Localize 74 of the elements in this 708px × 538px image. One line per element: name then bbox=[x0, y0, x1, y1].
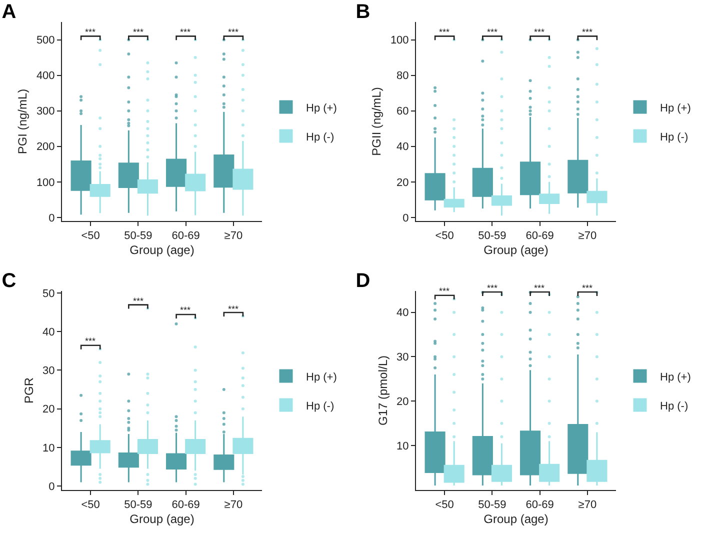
y-tick-label: 0 bbox=[402, 212, 409, 224]
legend-label: Hp (-) bbox=[660, 400, 688, 412]
y-tick-label: 20 bbox=[396, 176, 409, 189]
y-tick-label: 50 bbox=[42, 288, 55, 300]
annotation: *** bbox=[439, 27, 450, 37]
annotation: *** bbox=[180, 305, 192, 315]
x-tick-label: 50-59 bbox=[124, 230, 152, 242]
annotation: *** bbox=[582, 27, 594, 37]
annotation: *** bbox=[133, 27, 144, 37]
x-tick-label: 60-69 bbox=[172, 230, 200, 242]
y-tick-label: 40 bbox=[396, 307, 409, 320]
x-tick-label: 50-59 bbox=[478, 230, 506, 242]
chart-title: B bbox=[356, 1, 370, 24]
annotation: *** bbox=[439, 286, 450, 296]
legend-label: Hp (+) bbox=[660, 371, 691, 384]
x-tick-label: 50-59 bbox=[478, 499, 506, 512]
annotation: *** bbox=[228, 304, 240, 314]
y-tick-label: 80 bbox=[396, 70, 409, 82]
x-tick-label: 60-69 bbox=[172, 499, 200, 512]
x-tick-label: ≥70 bbox=[578, 499, 597, 512]
y-tick-label: 10 bbox=[42, 442, 55, 454]
legend-label: Hp (+) bbox=[660, 102, 691, 114]
x-tick-label: <50 bbox=[435, 499, 454, 512]
annotation: *** bbox=[85, 27, 96, 37]
y-tick-label: 20 bbox=[396, 396, 409, 408]
y-axis-title: PGII (ng/mL) bbox=[370, 87, 384, 156]
y-tick-label: 10 bbox=[396, 440, 409, 452]
y-tick-label: 500 bbox=[36, 34, 55, 47]
x-tick-label: ≥70 bbox=[224, 499, 243, 512]
legend-label: Hp (-) bbox=[306, 400, 334, 412]
y-tick-label: 60 bbox=[396, 106, 409, 118]
y-tick-label: 20 bbox=[42, 404, 55, 416]
annotation: *** bbox=[534, 27, 546, 37]
x-tick-label: <50 bbox=[435, 230, 454, 242]
annotation: *** bbox=[487, 27, 498, 37]
y-tick-label: 30 bbox=[396, 352, 409, 364]
y-tick-label: 400 bbox=[36, 70, 55, 82]
y-tick-label: 40 bbox=[42, 326, 55, 338]
x-tick-label: 60-69 bbox=[526, 499, 554, 512]
annotation: *** bbox=[534, 283, 546, 293]
chart-title: D bbox=[356, 270, 370, 292]
x-axis-title: Group (age) bbox=[484, 512, 548, 526]
legend-label: Hp (-) bbox=[306, 131, 334, 144]
x-tick-label: <50 bbox=[81, 499, 100, 512]
y-axis-title: G17 (pmol/L) bbox=[376, 355, 390, 426]
legend-label: Hp (+) bbox=[306, 371, 337, 384]
y-tick-label: 200 bbox=[36, 141, 55, 154]
y-tick-label: 0 bbox=[48, 480, 55, 493]
y-axis-title: PGI (ng/mL) bbox=[16, 88, 30, 154]
annotation: *** bbox=[582, 283, 594, 293]
y-tick-label: 300 bbox=[36, 106, 55, 118]
y-tick-label: 40 bbox=[396, 141, 409, 154]
x-tick-label: ≥70 bbox=[224, 230, 243, 242]
annotation: *** bbox=[487, 283, 498, 293]
x-axis-title: Group (age) bbox=[484, 243, 548, 258]
y-tick-label: 100 bbox=[36, 176, 55, 189]
x-tick-label: <50 bbox=[81, 230, 100, 242]
x-axis-title: Group (age) bbox=[130, 512, 194, 526]
y-tick-label: 30 bbox=[42, 365, 55, 378]
x-tick-label: 60-69 bbox=[526, 230, 554, 242]
legend-label: Hp (-) bbox=[660, 131, 688, 144]
chart-title: C bbox=[2, 270, 16, 292]
legend-label: Hp (+) bbox=[306, 102, 337, 114]
x-tick-label: 50-59 bbox=[124, 499, 152, 512]
y-tick-label: 0 bbox=[48, 212, 55, 224]
y-axis-title: PGR bbox=[22, 377, 36, 404]
x-axis-title: Group (age) bbox=[130, 243, 194, 258]
annotation: *** bbox=[85, 336, 96, 346]
chart-title: A bbox=[2, 1, 16, 24]
annotation: *** bbox=[180, 27, 192, 37]
annotation: *** bbox=[228, 27, 240, 37]
y-tick-label: 100 bbox=[390, 34, 409, 47]
x-tick-label: ≥70 bbox=[578, 230, 597, 242]
annotation: *** bbox=[133, 296, 144, 306]
